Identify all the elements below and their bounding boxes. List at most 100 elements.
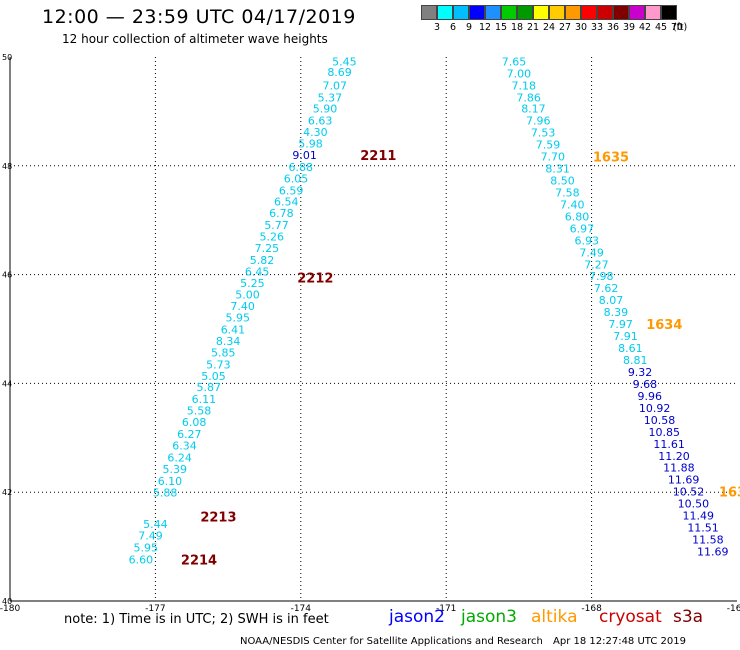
wave-height-value: 7.49 [579,246,604,259]
wave-height-value: 5.98 [298,137,323,150]
x-tick-label: -174 [291,604,312,614]
wave-height-value: 7.97 [608,318,633,331]
wave-height-value: 5.58 [187,405,212,418]
wave-height-value: 5.90 [313,103,338,116]
color-scale-label: 3 [433,22,441,33]
wave-height-value: 6.59 [279,184,304,197]
color-swatch [485,5,501,20]
wave-height-value: 8.17 [521,103,546,116]
color-swatch [549,5,565,20]
x-tick-label: -168 [581,604,602,614]
wave-height-value: 7.07 [322,79,347,92]
wave-height-value: 7.98 [589,270,614,283]
wave-height-value: 7.58 [555,186,580,199]
wave-height-value: 7.25 [255,242,280,255]
y-tick-label: 46 [2,271,12,280]
wave-height-value: 9.68 [633,378,658,391]
wave-height-value: 5.45 [332,55,357,68]
wave-height-value: 6.05 [284,172,309,185]
wave-height-value: 8.39 [604,306,629,319]
satellite-legend-item: cryosat [599,607,662,627]
color-swatch [453,5,469,20]
color-swatch [597,5,613,20]
y-tick-label: 42 [2,488,12,497]
wave-height-value: 8.07 [599,294,624,307]
wave-height-value: 7.40 [230,300,255,313]
wave-height-value: 7.53 [531,127,556,140]
wave-height-value: 9.01 [292,149,317,162]
wave-height-value: 8.61 [618,342,643,355]
color-swatch [581,5,597,20]
wave-height-value: 11.69 [668,474,700,487]
wave-height-value: 7.18 [511,79,536,92]
time-label: 1633 [719,486,740,501]
wave-height-value: 5.85 [211,346,236,359]
color-swatch [469,5,485,20]
wave-height-value: 10.58 [644,414,676,427]
wave-height-value: 6.45 [245,265,270,278]
color-scale-label: 30 [574,22,588,33]
satellite-legend-item: jason3 [461,607,517,627]
satellite-legend-item: jason2 [389,607,445,627]
satellite-legend-item: altika [531,607,578,627]
wave-height-value: 10.85 [649,426,681,439]
wave-height-value: 7.49 [138,530,163,543]
y-tick-label: 40 [2,597,12,606]
wave-height-value: 9.96 [638,390,663,403]
wave-height-value: 6.63 [308,115,333,128]
color-scale-label: 15 [494,22,508,33]
y-tick-label: 50 [2,53,12,62]
footer-note: note: 1) Time is in UTC; 2) SWH is in fe… [64,612,329,627]
wave-height-value: 7.65 [502,55,527,68]
wave-height-value: 6.27 [177,428,202,441]
timestamp-text: Apr 18 12:27:48 UTC 2019 [553,636,686,647]
color-swatch [645,5,661,20]
wave-height-value: 8.50 [550,174,575,187]
wave-height-value: 10.52 [673,486,705,499]
wave-height-value: 5.77 [264,219,289,232]
time-label: 2211 [360,149,396,164]
color-scale-label: 27 [558,22,572,33]
color-scale-label: 12 [478,22,492,33]
color-scale-label: 42 [638,22,652,33]
time-label: 1635 [593,151,629,166]
wave-height-value: 11.58 [692,534,724,547]
wave-height-value: 9.32 [628,366,653,379]
wave-height-value: 7.27 [584,258,609,271]
wave-height-value: 7.70 [541,151,566,164]
wave-height-value: 7.91 [613,330,638,343]
wave-height-value: 5.39 [163,463,188,476]
color-scale-label: 24 [542,22,556,33]
page-title: 12:00 — 23:59 UTC 04/17/2019 [42,6,356,28]
wave-height-value: 6.34 [172,439,197,452]
wave-height-value: 5.26 [259,231,284,244]
wave-height-value: 10.92 [639,402,671,415]
color-swatch [517,5,533,20]
wave-height-value: 7.86 [516,91,541,104]
color-swatch [661,5,677,20]
wave-height-value: 6.97 [570,222,595,235]
wave-height-value: 5.73 [206,358,231,371]
page-subtitle: 12 hour collection of altimeter wave hei… [62,32,328,46]
wave-height-value: 5.37 [318,91,343,104]
y-tick-label: 44 [2,379,12,388]
color-swatch [501,5,517,20]
wave-height-value: 5.87 [196,381,221,394]
wave-height-value: 8.81 [623,354,648,367]
wave-height-value: 7.40 [560,198,585,211]
color-scale-label: 45 [654,22,668,33]
wave-height-value: 5.88 [153,487,178,500]
time-label: 2212 [297,271,333,286]
time-label: 1634 [646,318,682,333]
color-swatch [533,5,549,20]
x-tick-label: -171 [436,604,456,614]
wave-height-value: 11.88 [663,462,695,475]
wave-height-value: 7.59 [536,139,561,152]
wave-height-value: 7.00 [507,67,532,80]
wave-height-value: 11.49 [682,510,714,523]
color-scale-label: 18 [510,22,524,33]
color-swatch [421,5,437,20]
wave-height-value: 5.82 [250,254,275,267]
color-swatch [565,5,581,20]
